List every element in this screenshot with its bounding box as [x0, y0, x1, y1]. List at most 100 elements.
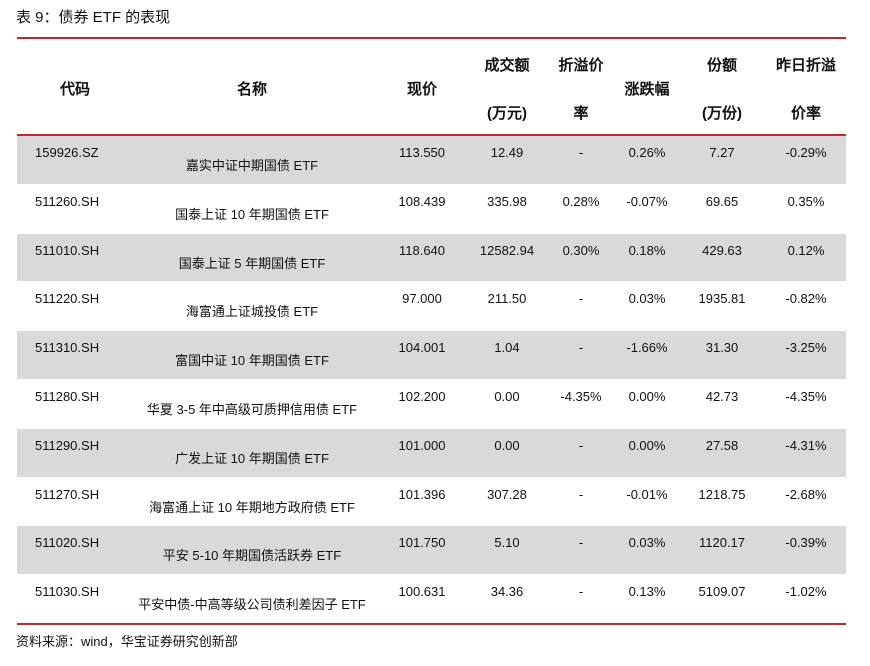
cell-shares: 5109.07	[698, 584, 746, 600]
header-premium-label: 折溢价	[558, 57, 604, 74]
cell-name: 华夏 3-5 年中高级可质押信用债 ETF	[146, 401, 358, 417]
header-premium-label-2: 率	[573, 105, 589, 122]
table-bottom-rule	[17, 622, 846, 625]
header-prev-premium-label-2: 价率	[790, 105, 821, 122]
table-row: 159926.SZ 嘉实中证中期国债 ETF 113.550 12.49 - 0.26% 7…	[17, 136, 846, 184]
cell-shares: 27.58	[705, 437, 739, 453]
cell-price: 101.000	[398, 437, 446, 453]
cell-price: 108.439	[398, 193, 446, 209]
cell-name: 广发上证 10 年期国债 ETF	[175, 450, 329, 466]
cell-change: -0.01%	[626, 486, 668, 502]
cell-price: 113.550	[398, 145, 446, 160]
header-code-label: 代码	[59, 81, 90, 98]
cell-code: 511280.SH	[35, 388, 100, 404]
table-body: 159926.SZ 嘉实中证中期国债 ETF 113.550 12.49 - 0.26% 7…	[17, 136, 846, 623]
cell-premium: -	[578, 437, 584, 453]
cell-shares: 42.73	[705, 388, 739, 404]
etf-table: 代码 名称 现价 成交额 (万元) 折溢价 率 涨跌幅 份额 (万份) 昨日折溢…	[17, 37, 846, 625]
cell-shares: 69.65	[705, 193, 739, 209]
cell-premium: -	[578, 535, 584, 551]
cell-code: 511220.SH	[35, 291, 100, 307]
cell-volume: 34.36	[490, 584, 524, 600]
cell-volume: 12582.94	[479, 242, 535, 258]
cell-premium: -4.35%	[560, 388, 602, 404]
cell-change: 0.00%	[628, 388, 666, 404]
cell-price: 104.001	[398, 340, 446, 356]
header-change-label: 涨跌幅	[624, 81, 670, 98]
cell-name: 海富通上证 10 年期地方政府债 ETF	[149, 499, 355, 515]
header-shares-label: 份额	[706, 57, 737, 74]
table-top-rule	[17, 37, 846, 39]
cell-price: 101.750	[398, 535, 446, 551]
cell-change: 0.26%	[628, 145, 666, 160]
header-name-label: 名称	[236, 81, 267, 98]
cell-code: 511310.SH	[35, 340, 100, 356]
cell-shares: 1218.75	[698, 486, 746, 502]
cell-premium: -	[578, 584, 584, 600]
cell-change: 0.00%	[628, 437, 666, 453]
cell-name: 嘉实中证中期国债 ETF	[185, 158, 319, 173]
source-note: 资料来源：wind，华宝证券研究创新部	[16, 634, 238, 649]
cell-code: 511290.SH	[35, 437, 100, 453]
cell-prev-premium: -4.31%	[785, 437, 827, 453]
cell-code: 511270.SH	[35, 486, 100, 502]
cell-name: 平安中债-中高等级公司债利差因子 ETF	[138, 597, 366, 613]
table-title: 表 9：债券 ETF 的表现	[16, 9, 171, 26]
header-price-label: 现价	[406, 81, 437, 98]
cell-shares: 31.30	[705, 340, 739, 356]
header-volume-label: 成交额	[484, 57, 530, 74]
cell-shares: 1935.81	[698, 291, 746, 307]
cell-prev-premium: 0.12%	[787, 242, 825, 258]
cell-volume: 211.50	[487, 291, 527, 307]
cell-name: 国泰上证 10 年期国债 ETF	[175, 206, 329, 222]
cell-prev-premium: 0.35%	[787, 193, 825, 209]
cell-premium: -	[578, 145, 584, 160]
table-row: 511310.SH 富国中证 10 年期国债 ETF 104.001 1.04 - -1.…	[17, 330, 846, 379]
cell-prev-premium: -0.29%	[785, 145, 827, 160]
cell-price: 118.640	[398, 242, 446, 258]
cell-premium: 0.30%	[562, 242, 600, 258]
cell-volume: 0.00	[494, 437, 520, 453]
cell-prev-premium: -3.25%	[785, 340, 827, 356]
cell-price: 100.631	[398, 584, 446, 600]
cell-premium: 0.28%	[562, 193, 600, 209]
cell-change: 0.03%	[628, 291, 666, 307]
cell-change: -1.66%	[626, 340, 668, 356]
table-row: 511270.SH 海富通上证 10 年期地方政府债 ETF 101.396 307.…	[17, 476, 846, 526]
cell-code: 159926.SZ	[35, 145, 99, 160]
cell-price: 97.000	[402, 291, 442, 307]
cell-change: 0.03%	[628, 535, 666, 551]
table-header: 代码 名称 现价 成交额 (万元) 折溢价 率 涨跌幅 份额 (万份) 昨日折溢…	[17, 39, 846, 134]
cell-name: 富国中证 10 年期国债 ETF	[175, 353, 329, 369]
header-prev-premium-label: 昨日折溢	[775, 57, 836, 74]
cell-change: 0.13%	[628, 584, 666, 600]
cell-premium: -	[578, 291, 584, 307]
table-row: 511010.SH 国泰上证 5 年期国债 ETF 118.640 12582.94 0…	[17, 232, 846, 282]
cell-premium: -	[578, 340, 584, 356]
cell-price: 102.200	[398, 388, 446, 404]
table-row: 511030.SH 平安中债-中高等级公司债利差因子 ETF 100.631 34.3…	[17, 574, 846, 623]
cell-volume: 307.28	[487, 486, 527, 502]
table-row: 511260.SH 国泰上证 10 年期国债 ETF 108.439 335.98 0.…	[17, 183, 846, 233]
header-shares-unit: (万份)	[702, 105, 742, 122]
cell-volume: 5.10	[494, 535, 520, 551]
table-row: 511220.SH 海富通上证城投债 ETF 97.000 211.50 - 0.03% 1…	[17, 281, 846, 330]
cell-prev-premium: -0.39%	[785, 535, 827, 551]
cell-code: 511020.SH	[35, 535, 100, 551]
table-row: 511020.SH 平安 5-10 年期国债活跃券 ETF 101.750 5.10 -…	[17, 525, 846, 575]
cell-code: 511030.SH	[35, 584, 100, 600]
cell-volume: 1.04	[494, 340, 520, 356]
cell-volume: 12.49	[490, 145, 524, 160]
cell-shares: 1120.17	[698, 535, 746, 551]
cell-name: 平安 5-10 年期国债活跃券 ETF	[162, 548, 342, 564]
header-volume-unit: (万元)	[487, 105, 527, 122]
cell-volume: 335.98	[487, 193, 527, 209]
cell-premium: -	[578, 486, 584, 502]
cell-name: 海富通上证城投债 ETF	[185, 304, 319, 320]
cell-code: 511010.SH	[35, 242, 100, 258]
cell-shares: 429.63	[702, 242, 742, 258]
cell-change: 0.18%	[628, 242, 666, 258]
table-row: 511280.SH 华夏 3-5 年中高级可质押信用债 ETF 102.200 0.0…	[17, 378, 846, 428]
table-row: 511290.SH 广发上证 10 年期国债 ETF 101.000 0.00 - 0.0…	[17, 427, 846, 477]
cell-prev-premium: -2.68%	[785, 486, 827, 502]
